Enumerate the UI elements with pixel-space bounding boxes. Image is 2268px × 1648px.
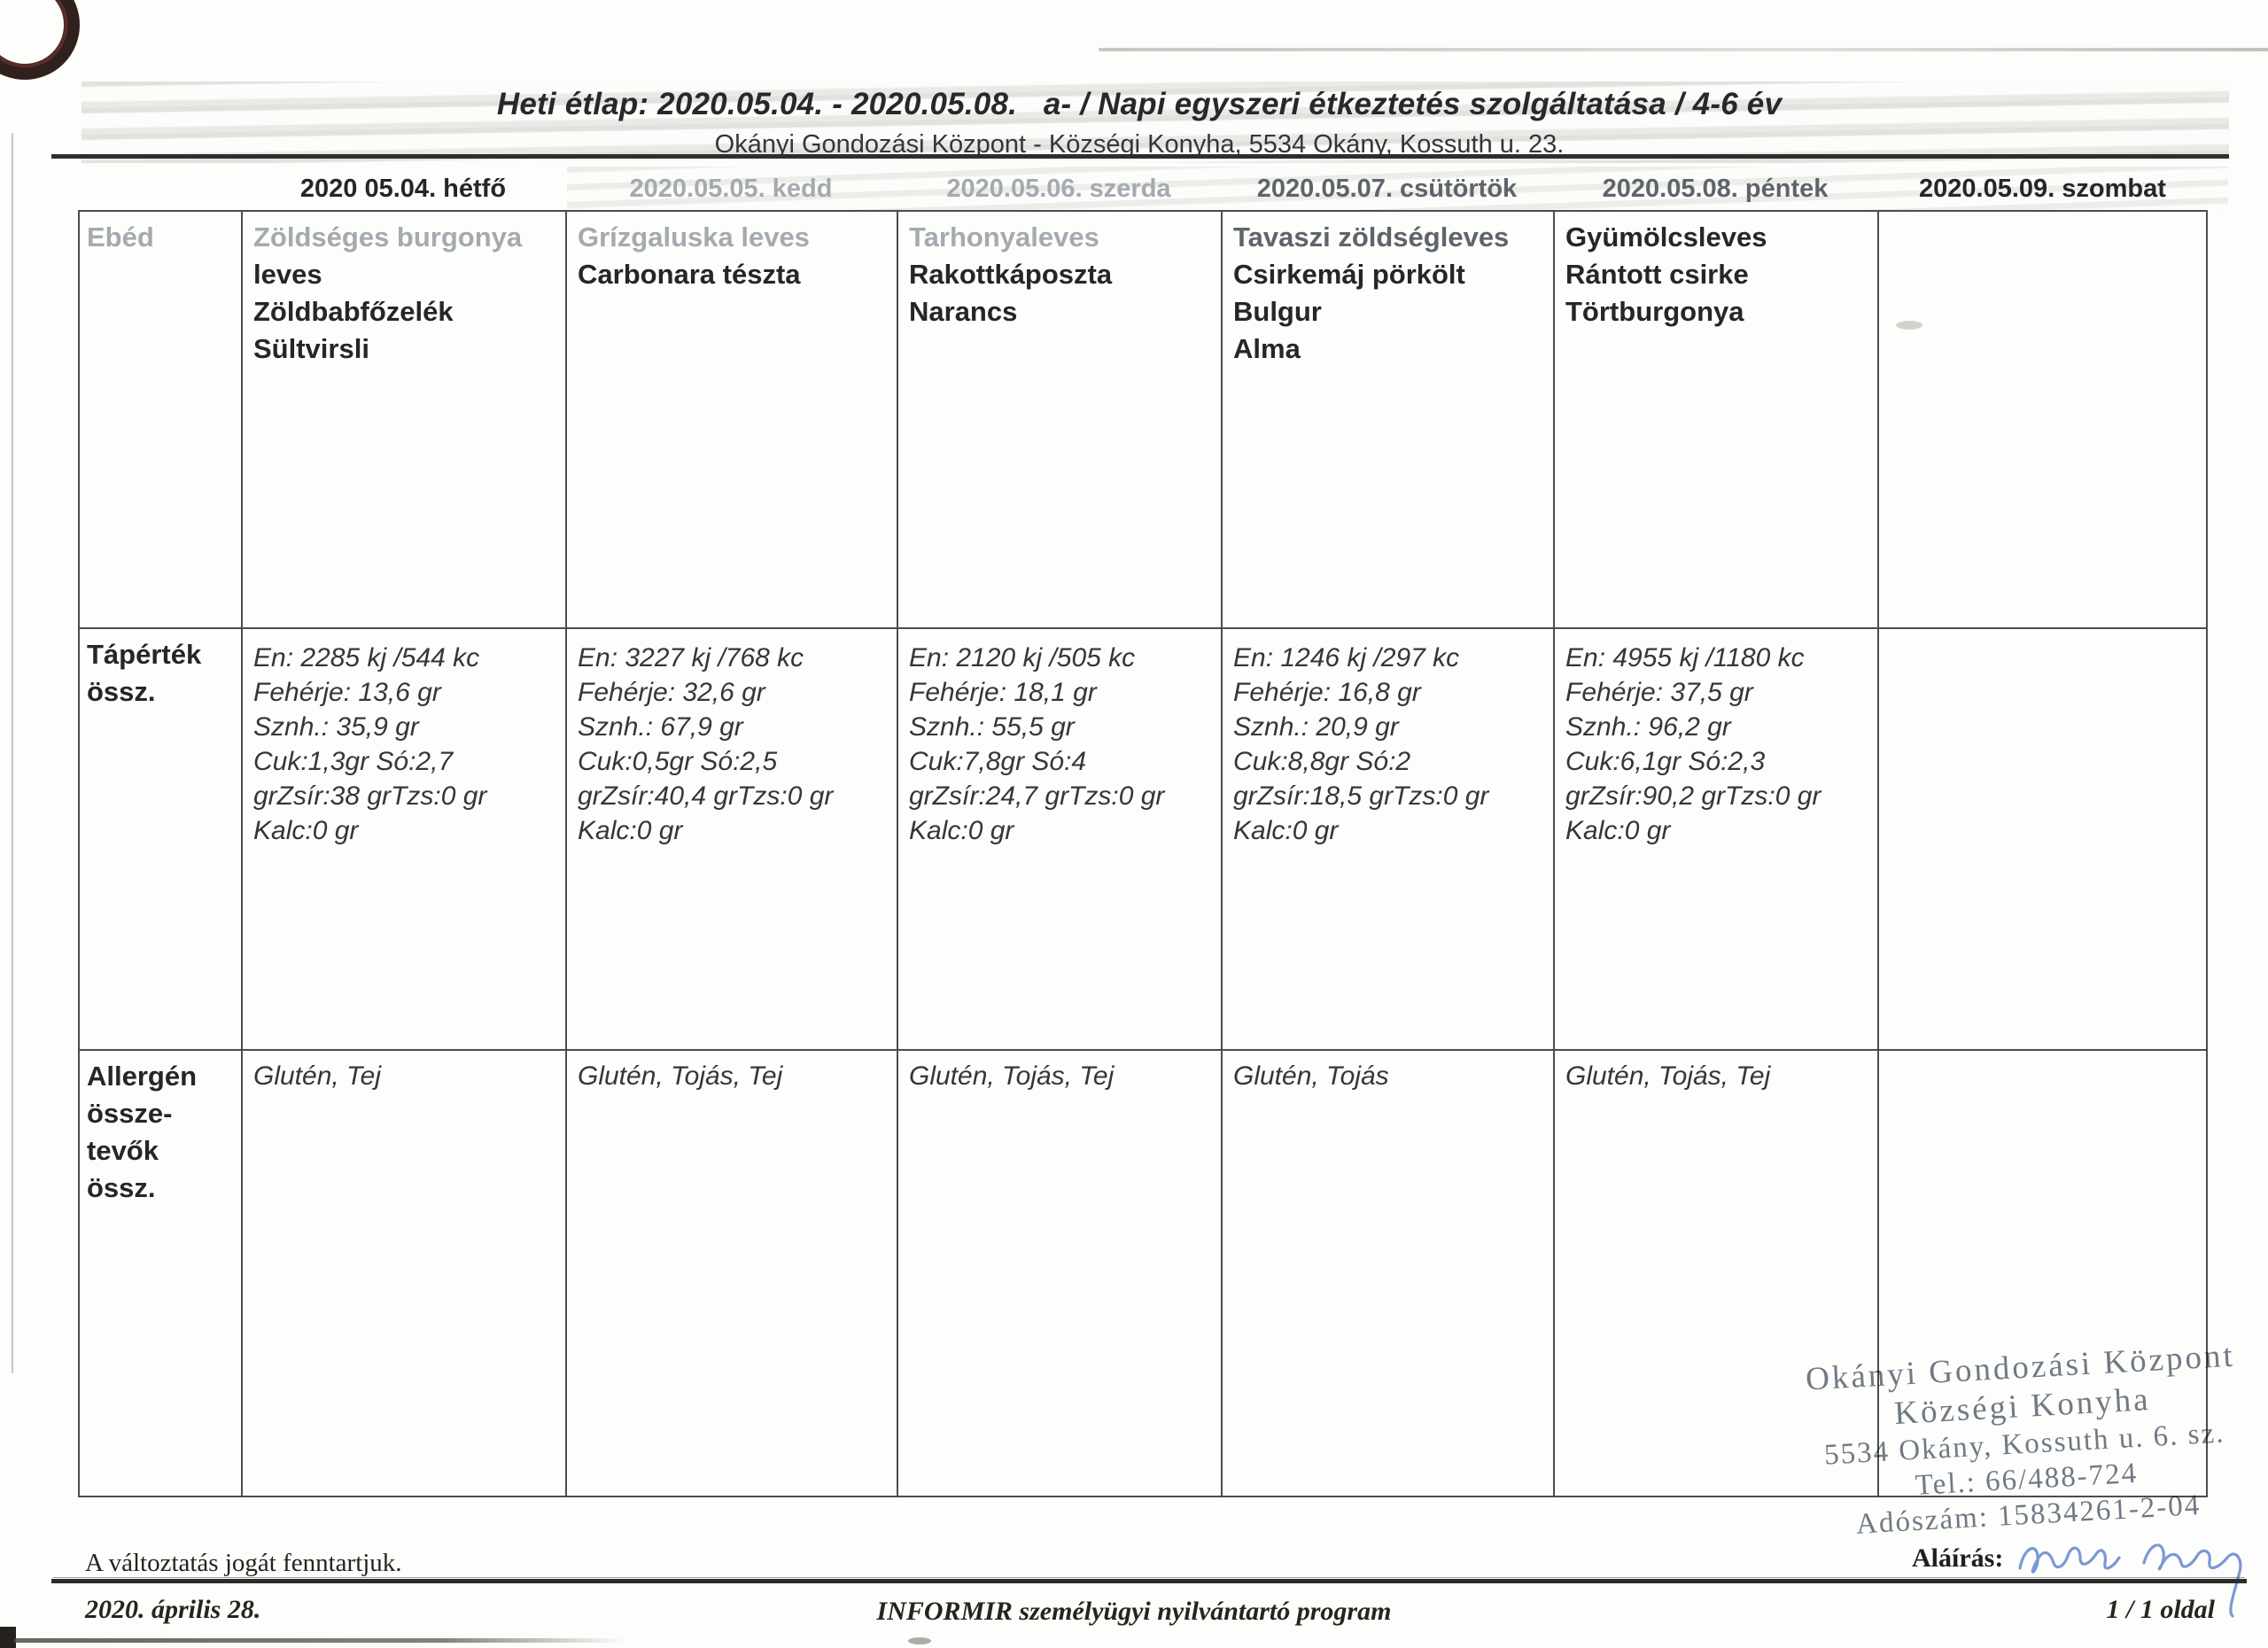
scan-bottom-streak (14, 1638, 625, 1643)
allergen-cell-szombat (1877, 1051, 2208, 1497)
scan-bottom-blob (0, 1627, 16, 1648)
nutrition-cell-hetfo: En: 2285 kj /544 kc Fehérje: 13,6 gr Sznh.… (241, 629, 565, 1051)
footer-note: A változtatás jogát fenntartjuk. (85, 1549, 402, 1577)
date-header-kedd: 2020.05.05. kedd (629, 175, 833, 203)
nutrition-cell-pentek: En: 4955 kj /1180 kc Fehérje: 37,5 gr Sznh… (1553, 629, 1877, 1051)
date-header-szombat: 2020.05.09. szombat (1919, 175, 2166, 203)
signature-stroke-2 (2142, 1543, 2242, 1618)
footer-page-number: 1 / 1 oldal (2106, 1595, 2215, 1624)
allergen-cell-kedd: Glutén, Tojás, Tej (565, 1051, 897, 1497)
allergen-cell-hetfo: Glutén, Tej (241, 1051, 565, 1497)
footer-program-name: INFORMIR személyügyi nyilvántartó progra… (876, 1597, 1392, 1626)
handwritten-signature (2011, 1522, 2268, 1624)
page-subtitle: Okányi Gondozási Központ - Községi Konyh… (714, 130, 1565, 159)
scan-daterow-shading (567, 167, 2228, 211)
scan-speck (1896, 321, 1922, 330)
date-header-pentek: 2020.05.08. péntek (1602, 175, 1829, 203)
header-divider (51, 154, 2229, 159)
date-header-szerda: 2020.05.06. szerda (946, 175, 1171, 203)
nutrition-cell-kedd: En: 3227 kj /768 kc Fehérje: 32,6 gr Sznh.… (565, 629, 897, 1051)
menu-cell-csutortok: Tavaszi zöldségleves Csirkemáj pörkölt Bul… (1221, 210, 1553, 629)
allergen-cell-pentek: Glutén, Tojás, Tej (1553, 1051, 1877, 1497)
table-corner-cell (78, 168, 241, 210)
scan-left-edge-line (12, 133, 13, 1373)
allergen-cell-szerda: Glutén, Tojás, Tej (897, 1051, 1221, 1497)
scan-header-shading (82, 82, 2229, 163)
page-title: Heti étlap: 2020.05.04. - 2020.05.08. a-… (496, 87, 1783, 121)
footer-divider (51, 1579, 2247, 1583)
allergen-cell-csutortok: Glutén, Tojás (1221, 1051, 1553, 1497)
date-header-hetfo: 2020 05.04. hétfő (299, 175, 507, 203)
row-label-allergen: Allergén össze-tevők össz. (78, 1051, 241, 1497)
footer-date: 2020. április 28. (85, 1595, 261, 1624)
nutrition-cell-szombat (1877, 629, 2208, 1051)
scan-corner-artifact (0, 0, 80, 80)
weekly-menu-table: 2020 05.04. hétfő 2020.05.05. kedd 2020.05… (78, 168, 2208, 1497)
menu-cell-szombat (1877, 210, 2208, 629)
menu-cell-kedd: Grízgaluska leves Carbonara tészta (565, 210, 897, 629)
scan-top-streak (1099, 48, 2268, 51)
menu-cell-hetfo: Zöldséges burgonya leves Zöldbabfőzelék Sül… (241, 210, 565, 629)
menu-cell-pentek: Gyümölcsleves Rántott csirke Törtburgonya (1553, 210, 1877, 629)
date-header-csutortok: 2020.05.07. csütörtök (1256, 175, 1518, 203)
signature-label: Aláírás: (1912, 1543, 2004, 1573)
nutrition-cell-szerda: En: 2120 kj /505 kc Fehérje: 18,1 gr Sznh.… (897, 629, 1221, 1051)
row-label-lunch: Ebéd (78, 210, 241, 629)
row-label-nutrition: Tápérték össz. (78, 629, 241, 1051)
menu-cell-szerda: Tarhonyaleves Rakottkáposzta Narancs (897, 210, 1221, 629)
office-stamp: Okányi Gondozási Központ Községi Konyha … (1754, 1333, 2268, 1547)
nutrition-cell-csutortok: En: 1246 kj /297 kc Fehérje: 16,8 gr Sznh.… (1221, 629, 1553, 1051)
document-header: Heti étlap: 2020.05.04. - 2020.05.08. a-… (53, 87, 2225, 159)
signature-stroke-1 (2018, 1546, 2121, 1574)
scan-speck (908, 1637, 931, 1644)
